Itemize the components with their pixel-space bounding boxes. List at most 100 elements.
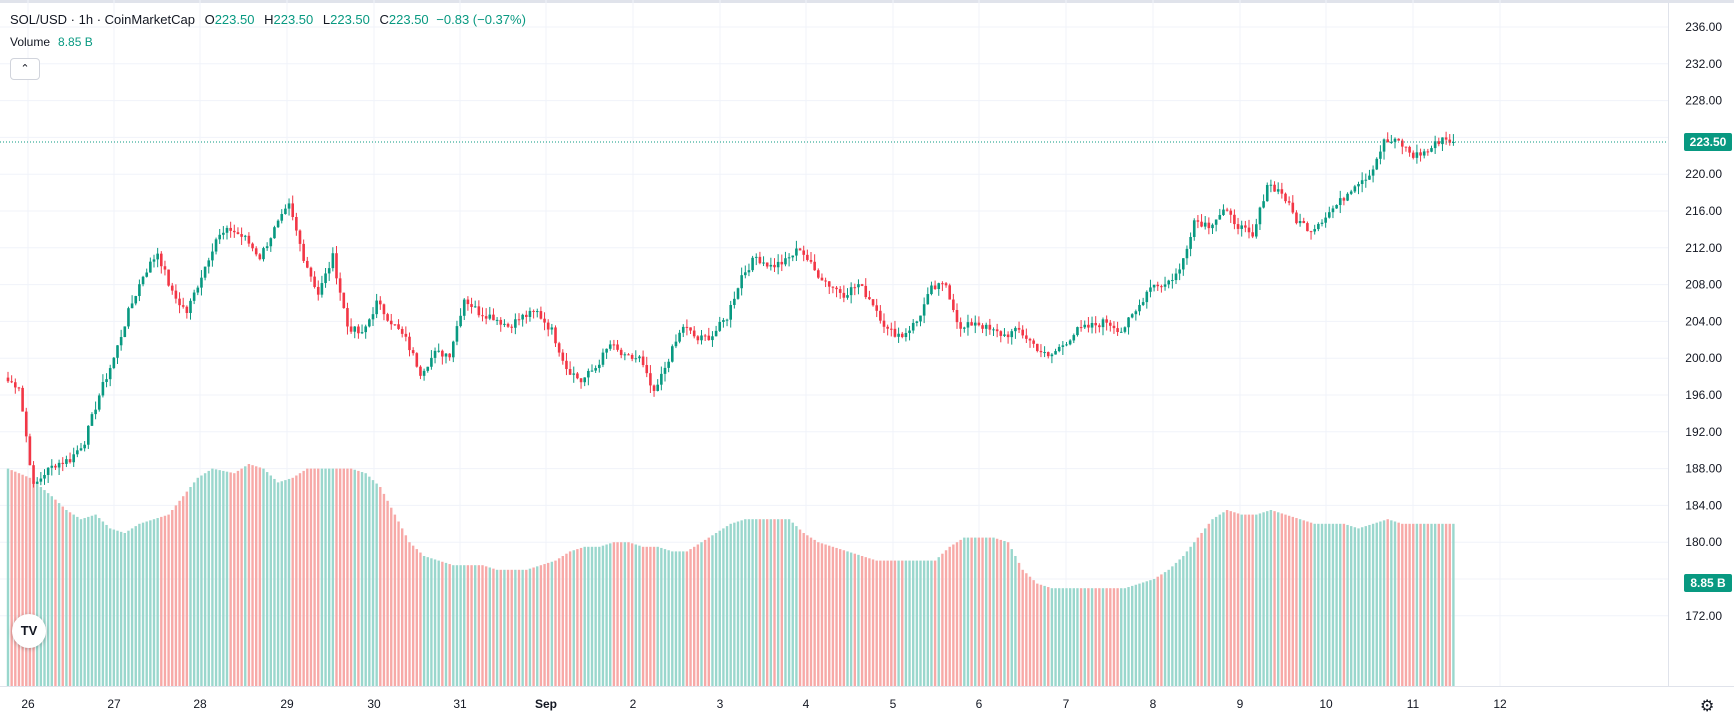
time-axis[interactable] — [0, 686, 1734, 723]
candle-body — [824, 280, 827, 282]
volume-bar — [583, 546, 586, 686]
volume-bar — [152, 519, 156, 686]
candle-body — [178, 298, 181, 306]
volume-bar — [1204, 528, 1207, 686]
volume-bar — [689, 549, 692, 686]
volume-bar — [1138, 583, 1141, 686]
volume-bar — [820, 543, 824, 686]
candle-body — [714, 330, 718, 337]
candle-body — [970, 322, 973, 326]
candle-body — [382, 304, 386, 315]
candle-body — [554, 327, 557, 344]
candle-body — [1229, 210, 1233, 215]
candle-body — [539, 311, 543, 319]
candle-body — [1076, 327, 1079, 336]
candle-body — [233, 230, 236, 233]
chevron-up-icon[interactable]: ⌃ — [10, 58, 40, 80]
volume-bar — [346, 468, 349, 686]
volume-bar — [441, 561, 444, 686]
volume-bar — [46, 493, 50, 686]
candle-body — [984, 324, 988, 329]
volume-bar — [1339, 523, 1342, 686]
volume-bar — [1025, 573, 1028, 686]
candle-body — [24, 411, 28, 437]
candle-body — [335, 253, 338, 279]
volume-bar — [634, 544, 637, 686]
candle-body — [298, 230, 302, 244]
candle-body — [893, 328, 897, 337]
volume-bar — [433, 559, 437, 686]
candle-body — [1273, 184, 1276, 192]
candle-body — [287, 203, 291, 209]
candle-body — [616, 344, 619, 350]
candle-body — [1036, 343, 1039, 351]
candle-body — [393, 324, 397, 326]
volume-bar — [94, 514, 97, 686]
settings-icon[interactable]: ⚙ — [1700, 698, 1715, 715]
candle-body — [1196, 220, 1200, 222]
candle-body — [1028, 338, 1032, 341]
candle-body — [327, 268, 331, 274]
volume-bar — [196, 477, 199, 686]
candle-body — [619, 349, 623, 356]
candle-body — [1207, 222, 1211, 229]
candle-body — [733, 298, 736, 305]
low-label: L — [322, 12, 331, 27]
volume-bar — [1448, 523, 1451, 686]
volume-bar — [587, 546, 590, 686]
volume-bar — [791, 522, 794, 686]
symbol-title[interactable]: SOL/USD · 1h · CoinMarketCap — [10, 12, 195, 27]
volume-bar — [419, 552, 422, 686]
volume-bar — [1258, 513, 1262, 686]
volume-bar — [904, 560, 908, 686]
candle-body — [379, 300, 382, 305]
candle-body — [462, 299, 466, 316]
candle-body — [568, 369, 572, 375]
candle-body — [1138, 304, 1141, 312]
tradingview-logo-icon[interactable]: TV — [12, 614, 46, 648]
candle-body — [1240, 225, 1243, 229]
candle-body — [696, 336, 700, 341]
candle-body — [900, 333, 904, 338]
volume-bar — [1390, 520, 1393, 686]
volume-bar — [1244, 514, 1247, 686]
candle-body — [963, 327, 966, 329]
volume-bar — [543, 564, 546, 686]
price-tick-label: 188.00 — [1685, 462, 1722, 476]
candle-body — [594, 368, 597, 371]
candle-body — [908, 330, 911, 334]
volume-bar — [875, 560, 878, 686]
volume-bar — [1433, 523, 1437, 686]
candle-body — [744, 272, 747, 276]
candle-body — [119, 337, 123, 346]
volume-bar — [1255, 514, 1258, 686]
candle-body — [1379, 151, 1382, 159]
volume-bar — [484, 566, 488, 686]
volume-bar — [758, 519, 762, 686]
price-tick-label: 208.00 — [1685, 278, 1722, 292]
candle-body — [236, 232, 240, 235]
volume-bar — [1419, 523, 1422, 686]
candle-body — [1017, 327, 1021, 330]
volume-label[interactable]: Volume — [10, 35, 51, 49]
candle-body — [528, 310, 532, 317]
candle-body — [1003, 334, 1006, 336]
candle-body — [860, 284, 864, 286]
candle-body — [831, 286, 835, 288]
volume-bar — [437, 560, 440, 686]
candle-body — [316, 286, 320, 295]
price-tick-label: 200.00 — [1685, 351, 1722, 365]
candle-body — [791, 255, 795, 258]
volume-bar — [1017, 562, 1021, 686]
candle-body — [630, 355, 634, 359]
price-axis[interactable] — [1668, 0, 1734, 686]
candle-body — [919, 315, 922, 322]
volume-bar — [627, 542, 630, 686]
candle-body — [1214, 219, 1218, 225]
volume-bar — [1386, 519, 1389, 686]
volume-bar — [291, 477, 294, 686]
volume-bar — [1178, 559, 1181, 686]
volume-bar — [251, 465, 254, 686]
candle-body — [667, 361, 670, 368]
